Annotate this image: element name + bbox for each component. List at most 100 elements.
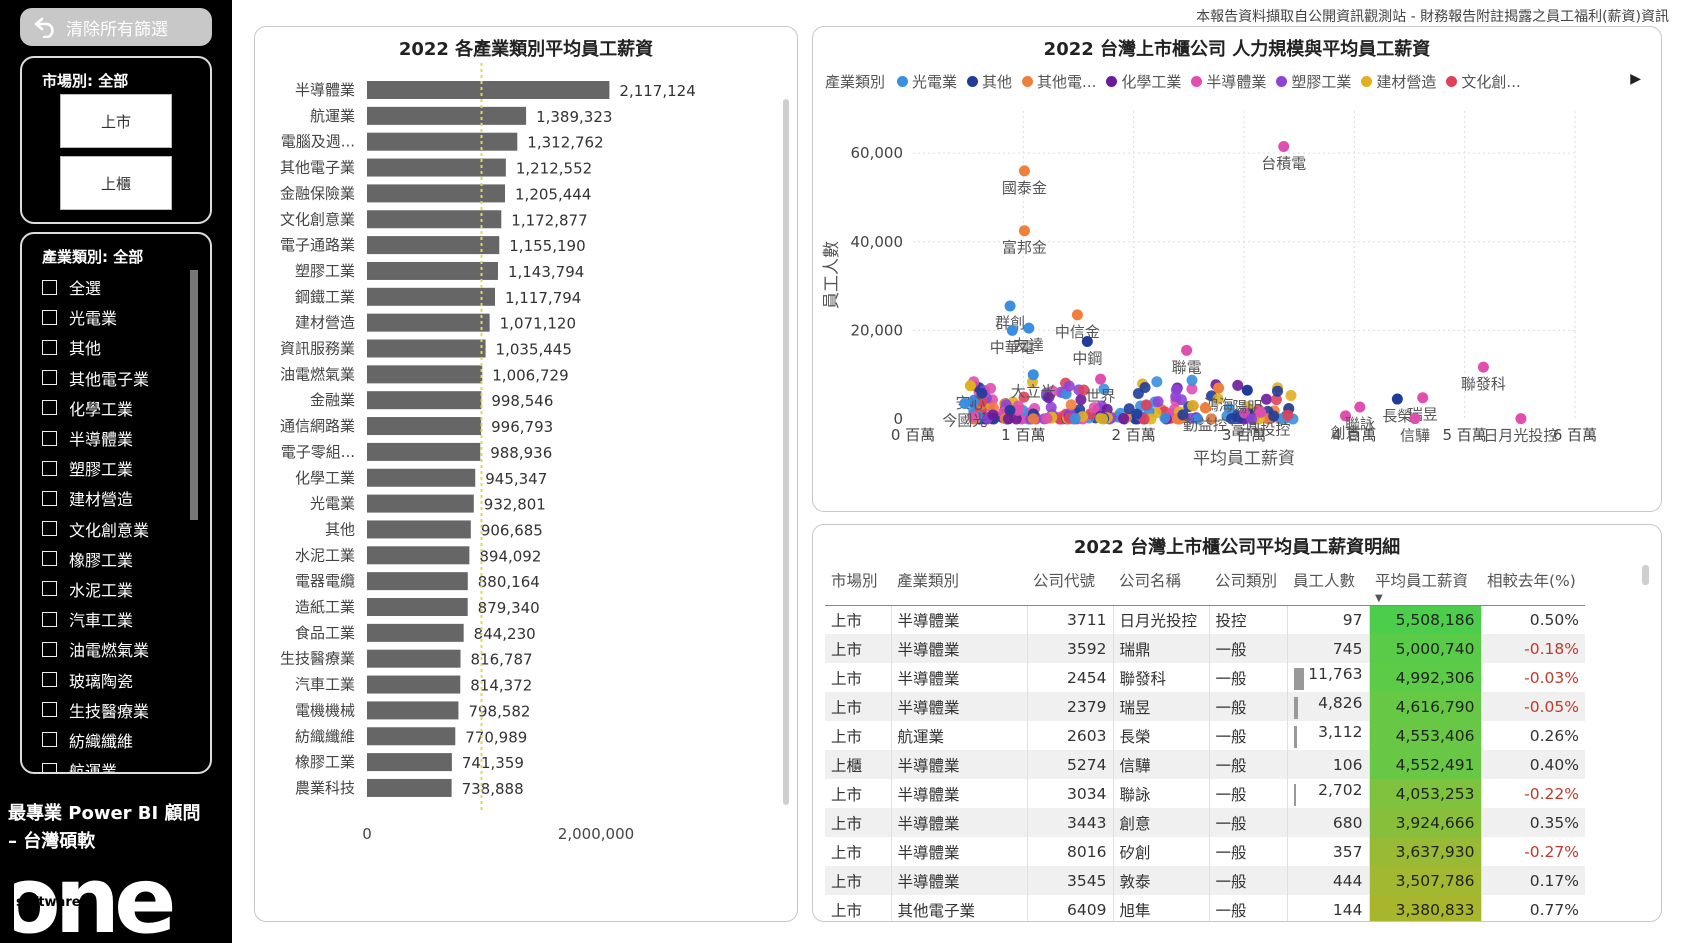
industry-bar[interactable] — [367, 158, 506, 177]
industry-option[interactable]: 文化創意業 — [42, 514, 192, 544]
industry-bar[interactable] — [367, 287, 495, 306]
table-column-header[interactable]: 員工人數 — [1287, 563, 1369, 606]
company-point-labeled[interactable] — [1409, 413, 1421, 425]
table-column-header[interactable]: 公司代號 — [1027, 563, 1113, 606]
industry-option[interactable]: 航運業 — [42, 755, 192, 772]
company-point[interactable] — [1078, 384, 1090, 396]
company-point-labeled[interactable] — [1199, 402, 1211, 414]
company-point[interactable] — [1232, 379, 1244, 391]
company-point[interactable] — [1118, 412, 1130, 424]
industry-option[interactable]: 半導體業 — [42, 423, 192, 453]
company-point[interactable] — [1063, 380, 1075, 392]
checkbox-icon[interactable] — [42, 551, 57, 567]
checkbox-icon[interactable] — [42, 430, 57, 446]
company-point[interactable] — [1098, 383, 1110, 395]
industry-bar[interactable] — [367, 417, 482, 436]
company-point[interactable] — [1186, 383, 1198, 395]
legend-item[interactable]: 光電業 — [897, 71, 957, 92]
company-point-labeled[interactable] — [1023, 322, 1035, 334]
company-point[interactable] — [1065, 399, 1077, 411]
table-row[interactable]: 上市 其他電子業 6409 旭隼 一般 144 3,380,833 0.77% — [825, 895, 1585, 921]
company-point-labeled[interactable] — [1071, 309, 1083, 321]
checkbox-icon[interactable] — [42, 611, 57, 627]
industry-bar[interactable] — [367, 675, 461, 694]
industry-option[interactable]: 橡膠工業 — [42, 544, 192, 574]
company-point[interactable] — [1140, 399, 1152, 411]
company-point[interactable] — [1246, 413, 1258, 425]
company-point[interactable] — [1170, 384, 1182, 396]
company-point-labeled[interactable] — [1477, 361, 1489, 373]
company-point[interactable] — [1151, 376, 1163, 388]
checkbox-icon[interactable] — [42, 279, 57, 295]
industry-bar[interactable] — [367, 261, 498, 280]
company-point[interactable] — [1088, 402, 1100, 414]
company-point[interactable] — [1002, 413, 1014, 425]
industry-bar[interactable] — [367, 313, 490, 332]
industry-bar[interactable] — [367, 649, 461, 668]
industry-bar[interactable] — [367, 106, 527, 125]
company-point-labeled[interactable] — [1081, 335, 1093, 347]
company-point-labeled[interactable] — [1018, 225, 1030, 237]
industry-bar[interactable] — [367, 184, 506, 203]
checkbox-icon[interactable] — [42, 732, 57, 748]
company-point-labeled[interactable] — [1417, 392, 1429, 404]
company-point[interactable] — [1270, 394, 1282, 406]
checkbox-icon[interactable] — [42, 370, 57, 386]
legend-item[interactable]: 文化創... — [1446, 71, 1521, 92]
company-point[interactable] — [1101, 403, 1113, 415]
table-row[interactable]: 上市 半導體業 3034 聯詠 一般 2,702 4,053,253 -0.22% — [825, 779, 1585, 808]
industry-bar[interactable] — [367, 236, 500, 255]
checkbox-icon[interactable] — [42, 490, 57, 506]
industry-bar[interactable] — [367, 365, 483, 384]
industry-option[interactable]: 其他電子業 — [42, 363, 192, 393]
clear-filters-button[interactable]: 清除所有篩選 — [20, 8, 212, 46]
table-row[interactable]: 上市 半導體業 3711 日月光投控 投控 97 5,508,186 0.50% — [825, 605, 1585, 634]
company-point[interactable] — [1285, 389, 1297, 401]
company-point[interactable] — [1212, 393, 1224, 405]
company-point-labeled[interactable] — [1515, 413, 1527, 425]
company-point[interactable] — [1186, 374, 1198, 386]
industry-bar[interactable] — [367, 778, 452, 797]
legend-item[interactable]: 建材營造 — [1361, 71, 1436, 92]
company-point-labeled[interactable] — [1095, 373, 1107, 385]
sort-desc-icon[interactable]: ▼ — [1375, 593, 1383, 604]
company-point[interactable] — [1075, 394, 1087, 406]
industry-bar[interactable] — [367, 546, 470, 565]
industry-bar[interactable] — [367, 210, 502, 229]
industry-option[interactable]: 光電業 — [42, 302, 192, 332]
company-point[interactable] — [1097, 413, 1109, 425]
table-row[interactable]: 上市 半導體業 2379 瑞昱 一般 4,826 4,616,790 -0.05% — [825, 692, 1585, 721]
company-point[interactable] — [1159, 412, 1171, 424]
table-row[interactable]: 上市 半導體業 3443 創意 一般 680 3,924,666 0.35% — [825, 808, 1585, 837]
checkbox-icon[interactable] — [42, 400, 57, 416]
company-point[interactable] — [1043, 392, 1055, 404]
company-point[interactable] — [1282, 409, 1294, 421]
company-point[interactable] — [1223, 403, 1235, 415]
company-point[interactable] — [1177, 409, 1189, 421]
company-point-labeled[interactable] — [1018, 165, 1030, 177]
checkbox-icon[interactable] — [42, 339, 57, 355]
table-column-header[interactable]: 公司類別 — [1209, 563, 1287, 606]
company-point[interactable] — [1131, 408, 1143, 420]
industry-bar[interactable] — [367, 520, 471, 539]
industry-bar[interactable] — [367, 598, 468, 616]
company-point[interactable] — [968, 394, 980, 406]
company-point[interactable] — [1152, 396, 1164, 408]
company-point[interactable] — [1004, 404, 1016, 416]
table-column-header[interactable]: 產業類別 — [891, 563, 1027, 606]
checkbox-icon[interactable] — [42, 460, 57, 476]
table-row[interactable]: 上市 半導體業 3545 敦泰 一般 444 3,507,786 0.17% — [825, 866, 1585, 895]
industry-bar[interactable] — [367, 623, 464, 642]
industry-option[interactable]: 全選 — [42, 272, 192, 302]
industry-option[interactable]: 其他 — [42, 332, 192, 362]
industry-bar[interactable] — [367, 753, 452, 772]
industry-scrollbar[interactable] — [190, 270, 198, 520]
company-point[interactable] — [987, 409, 999, 421]
industry-bar[interactable] — [367, 339, 486, 358]
company-point[interactable] — [1271, 385, 1283, 397]
table-scrollbar[interactable] — [1642, 565, 1649, 585]
industry-option[interactable]: 水泥工業 — [42, 574, 192, 604]
checkbox-icon[interactable] — [42, 521, 57, 537]
legend-item[interactable]: 其他電... — [1022, 71, 1096, 92]
company-point-labeled[interactable] — [1391, 393, 1403, 405]
